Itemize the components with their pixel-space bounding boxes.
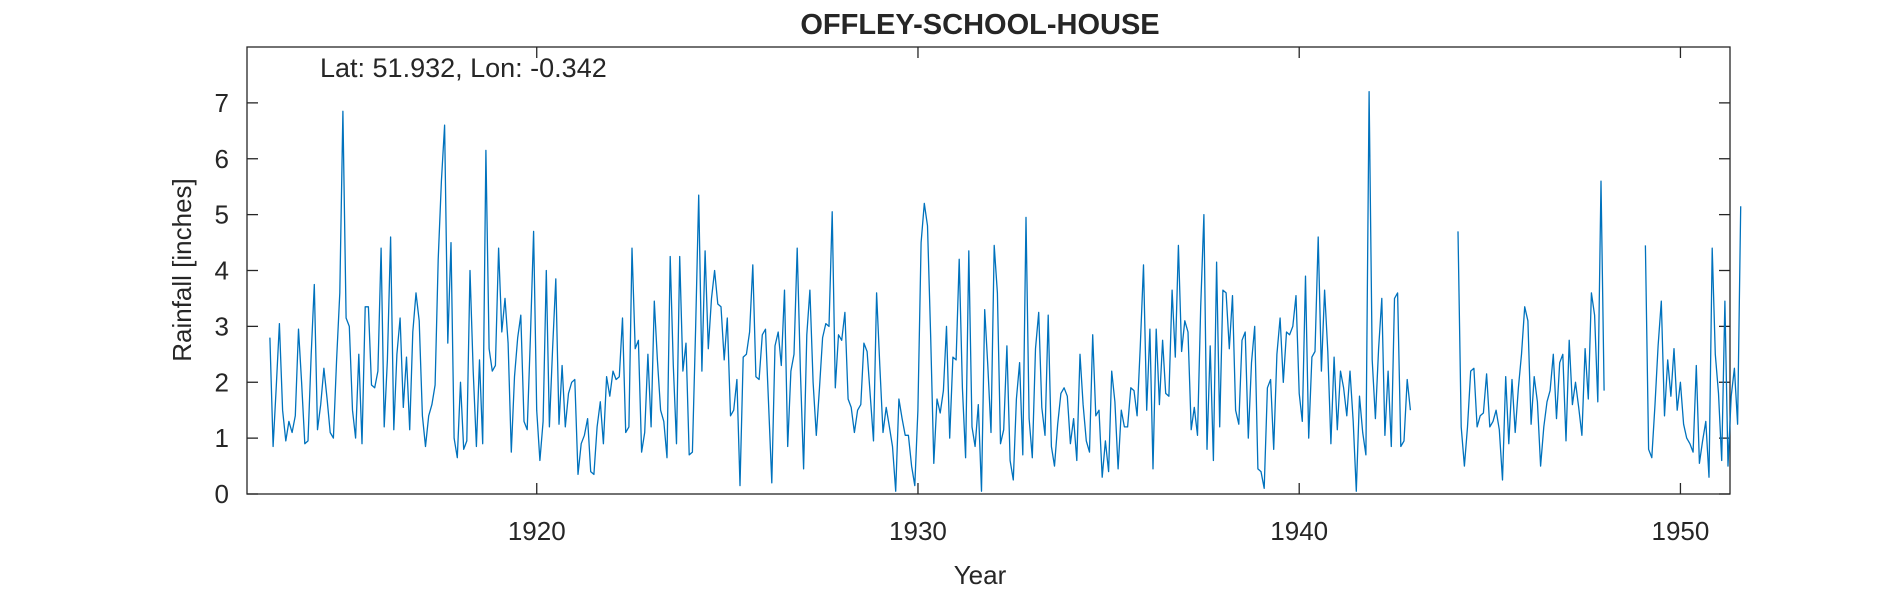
y-tick-label: 3 <box>215 311 229 341</box>
rainfall-series-line <box>269 91 1742 492</box>
plot-area <box>246 46 1731 495</box>
y-axis-label: Rainfall [inches] <box>167 178 197 362</box>
x-tick-label: 1950 <box>1652 516 1710 546</box>
y-tick-label: 1 <box>215 423 229 453</box>
x-tick-label: 1920 <box>508 516 566 546</box>
tick-labels: 1920 1930 1940 1950 0 1 2 3 4 5 6 7 <box>215 88 1710 546</box>
y-tick-label: 6 <box>215 144 229 174</box>
y-tick-label: 5 <box>215 200 229 230</box>
y-tick-label: 2 <box>215 367 229 397</box>
tick-marks <box>247 47 1730 495</box>
y-tick-label: 7 <box>215 88 229 118</box>
x-tick-label: 1930 <box>889 516 947 546</box>
x-tick-label: 1940 <box>1270 516 1328 546</box>
y-tick-label: 0 <box>215 479 229 509</box>
location-annotation: Lat: 51.932, Lon: -0.342 <box>320 53 607 83</box>
chart-title: OFFLEY-SCHOOL-HOUSE <box>800 9 1159 41</box>
y-tick-label: 4 <box>215 256 229 286</box>
x-axis-label: Year <box>954 560 1007 590</box>
